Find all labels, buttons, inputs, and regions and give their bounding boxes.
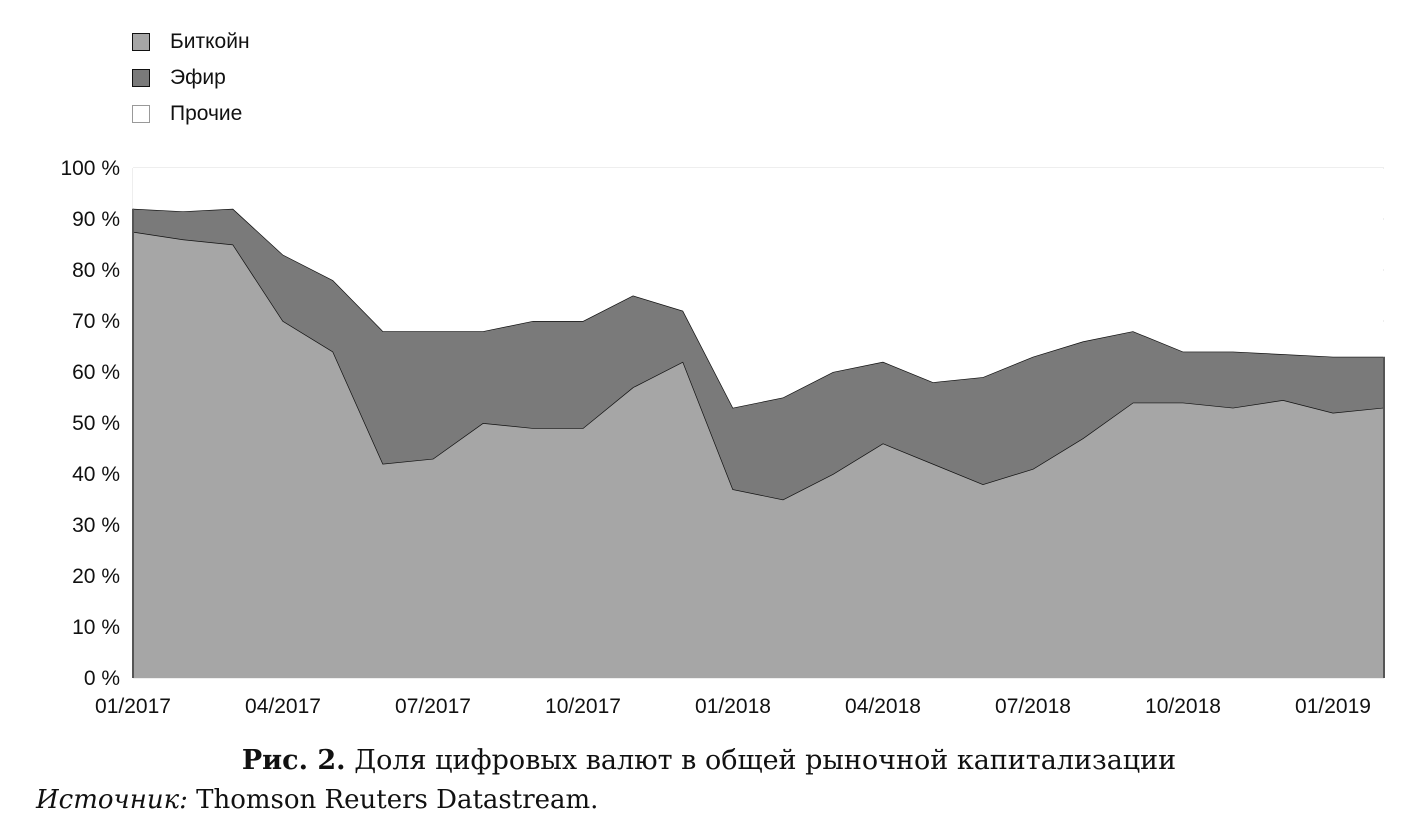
chart-legend: Биткойн Эфир Прочие [132, 24, 250, 132]
area-ether [133, 208, 1383, 500]
y-axis-ticks: 0 % 10 % 20 % 30 % 40 % 50 % 60 % 70 % 80 % 90 % 1… [60, 157, 120, 690]
x-tick-label: 10/2018 [1145, 695, 1221, 718]
legend-label-bitcoin: Биткойн [170, 30, 250, 53]
area-bitcoin [133, 231, 1383, 678]
legend-item-others: Прочие [132, 96, 250, 132]
y-tick-label: 80 % [72, 259, 120, 282]
y-tick-label: 90 % [72, 208, 120, 231]
y-tick-label: 40 % [72, 463, 120, 486]
y-tick-label: 60 % [72, 361, 120, 384]
figure-label: Рис. 2. [241, 745, 346, 776]
figure-source: Источник: Thomson Reuters Datastream. [36, 785, 598, 815]
stacked-area-chart: 0 % 10 % 20 % 30 % 40 % 50 % 60 % 70 % 80 % 90 % 1… [60, 157, 1385, 718]
y-tick-label: 100 % [60, 157, 120, 180]
legend-item-bitcoin: Биткойн [132, 24, 250, 60]
area-others [133, 168, 1383, 408]
legend-item-ether: Эфир [132, 60, 250, 96]
y-tick-label: 50 % [72, 412, 120, 435]
source-label: Источник: [36, 785, 188, 815]
x-tick-label: 04/2017 [245, 695, 321, 718]
x-tick-label: 01/2018 [695, 695, 771, 718]
x-tick-label: 01/2017 [95, 695, 171, 718]
y-tick-label: 20 % [72, 565, 120, 588]
x-axis-ticks: 01/2017 04/2017 07/2017 10/2017 01/2018 04/20… [95, 695, 1371, 718]
y-tick-label: 30 % [72, 514, 120, 537]
legend-label-others: Прочие [170, 102, 243, 125]
source-text: Thomson Reuters Datastream. [196, 785, 599, 815]
legend-label-ether: Эфир [170, 66, 226, 89]
legend-swatch-bitcoin [132, 33, 150, 51]
x-tick-label: 01/2019 [1295, 695, 1371, 718]
x-tick-label: 07/2017 [395, 695, 471, 718]
figure-caption-text: Доля цифровых валют в общей рыночной кап… [354, 745, 1177, 776]
x-tick-label: 04/2018 [845, 695, 921, 718]
x-tick-label: 10/2017 [545, 695, 621, 718]
legend-swatch-ether [132, 69, 150, 87]
legend-swatch-others [132, 105, 150, 123]
y-tick-label: 10 % [72, 616, 120, 639]
figure-caption: Рис. 2. Доля цифровых валют в общей рыно… [0, 745, 1418, 776]
y-tick-label: 70 % [72, 310, 120, 333]
y-tick-label: 0 % [84, 667, 120, 690]
x-tick-label: 07/2018 [995, 695, 1071, 718]
chart-areas [132, 168, 1385, 678]
